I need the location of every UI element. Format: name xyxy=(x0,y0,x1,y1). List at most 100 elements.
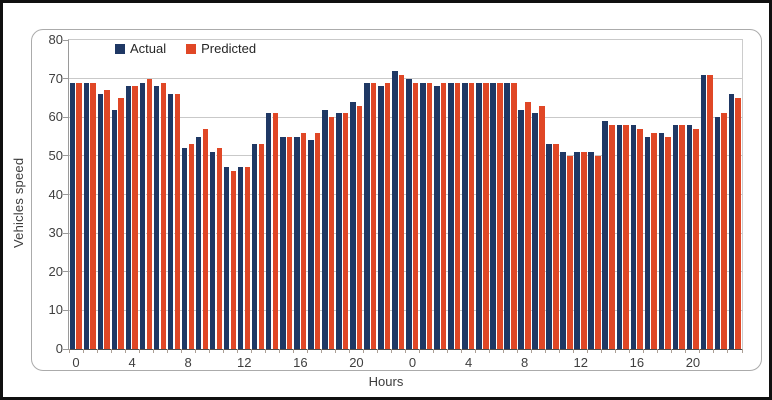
bar-actual-24 xyxy=(406,78,413,349)
bar-actual-10 xyxy=(209,152,217,349)
x-tick-48 xyxy=(741,349,743,353)
x-tick-22 xyxy=(376,349,378,353)
x-tick-28 xyxy=(461,349,463,353)
bar-predicted-18 xyxy=(328,117,335,349)
bar-actual-35 xyxy=(560,152,567,349)
bar-predicted-36 xyxy=(581,152,587,349)
bar-actual-27 xyxy=(448,82,455,349)
bar-actual-17 xyxy=(308,140,315,349)
bar-actual-26 xyxy=(434,86,441,349)
x-tick-37 xyxy=(587,349,589,353)
bar-actual-44 xyxy=(686,124,694,349)
bar-predicted-5 xyxy=(146,78,152,349)
bar-predicted-35 xyxy=(567,155,573,349)
x-tick-label-8: 8 xyxy=(184,355,192,370)
bar-predicted-17 xyxy=(314,132,321,349)
bar-predicted-24 xyxy=(412,82,419,349)
x-tick-2 xyxy=(96,349,98,353)
x-tick-38 xyxy=(601,349,603,353)
gridline-20 xyxy=(69,271,742,273)
bar-actual-4 xyxy=(125,86,133,349)
bar-actual-9 xyxy=(195,136,203,349)
bar-predicted-42 xyxy=(665,136,671,349)
legend-item-actual: Actual xyxy=(115,41,166,56)
x-tick-16 xyxy=(292,349,294,353)
x-tick-17 xyxy=(306,349,308,353)
bar-predicted-19 xyxy=(342,113,349,349)
bar-actual-34 xyxy=(546,144,553,349)
bar-predicted-16 xyxy=(300,132,307,349)
bar-actual-7 xyxy=(167,94,175,349)
x-tick-31 xyxy=(503,349,505,353)
bar-predicted-28 xyxy=(468,82,475,349)
x-tick-32 xyxy=(517,349,519,353)
bar-predicted-8 xyxy=(188,144,195,349)
x-tick-33 xyxy=(531,349,533,353)
x-tick-3 xyxy=(110,349,112,353)
bar-predicted-13 xyxy=(258,144,265,349)
x-tick-11 xyxy=(222,349,224,353)
x-tick-7 xyxy=(166,349,168,353)
bar-actual-36 xyxy=(574,152,581,349)
x-tick-label-28: 4 xyxy=(464,355,473,370)
x-tick-10 xyxy=(208,349,210,353)
y-tick-label-40: 40 xyxy=(48,186,63,202)
x-tick-45 xyxy=(699,349,701,353)
x-tick-14 xyxy=(264,349,266,353)
gridline-10 xyxy=(69,309,742,311)
legend: Actual Predicted xyxy=(115,41,256,56)
predicted-series-label: Predicted xyxy=(201,41,257,56)
actual-series-label: Actual xyxy=(130,41,167,56)
x-tick-23 xyxy=(390,349,392,353)
y-axis-title: Vehicles speed xyxy=(11,157,26,249)
x-tick-25 xyxy=(419,349,421,353)
gridline-60 xyxy=(69,116,742,118)
bar-actual-16 xyxy=(294,136,301,349)
predicted-series-swatch xyxy=(186,43,197,54)
x-tick-18 xyxy=(320,349,322,353)
plot-area: Actual Predicted 0 10 20 30 40 50 60 70 80 0 4 8 12 1… xyxy=(49,32,743,370)
bar-predicted-34 xyxy=(553,144,559,349)
actual-series-swatch xyxy=(115,43,125,54)
gridline-30 xyxy=(69,232,742,234)
x-tick-27 xyxy=(447,349,449,353)
x-tick-6 xyxy=(152,349,154,353)
y-tick-label-20: 20 xyxy=(48,263,63,279)
bar-actual-42 xyxy=(658,132,666,349)
x-tick-label-36: 12 xyxy=(573,355,588,370)
x-tick-8 xyxy=(180,349,182,353)
x-axis-title: Hours xyxy=(368,374,404,389)
bar-predicted-41 xyxy=(651,132,657,349)
y-tick-label-60: 60 xyxy=(48,109,63,125)
bar-actual-47 xyxy=(728,94,736,349)
bar-predicted-37 xyxy=(595,155,601,349)
bar-actual-25 xyxy=(420,82,427,349)
bar-actual-13 xyxy=(251,144,259,349)
bar-actual-18 xyxy=(322,109,329,349)
y-tick-label-50: 50 xyxy=(48,147,63,163)
bar-predicted-6 xyxy=(160,82,167,349)
x-tick-29 xyxy=(475,349,477,353)
bar-actual-37 xyxy=(588,152,595,349)
bar-actual-46 xyxy=(714,117,722,349)
bar-predicted-40 xyxy=(637,128,643,349)
y-tick-40 xyxy=(63,194,69,195)
y-tick-0 xyxy=(63,348,69,350)
bar-actual-29 xyxy=(476,82,483,349)
y-tick-70 xyxy=(63,78,69,80)
y-tick-60 xyxy=(63,116,69,118)
y-tick-80 xyxy=(63,39,69,41)
bar-predicted-4 xyxy=(132,86,138,349)
bar-actual-14 xyxy=(265,113,273,349)
bar-actual-39 xyxy=(616,124,623,349)
x-tick-label-44: 20 xyxy=(685,355,701,370)
x-tick-43 xyxy=(671,349,673,353)
bar-predicted-11 xyxy=(230,171,237,349)
x-tick-36 xyxy=(573,349,575,353)
bar-predicted-20 xyxy=(356,105,363,349)
x-tick-12 xyxy=(236,349,238,353)
x-tick-39 xyxy=(615,349,617,353)
bar-actual-45 xyxy=(700,74,708,349)
x-tick-20 xyxy=(348,349,350,353)
